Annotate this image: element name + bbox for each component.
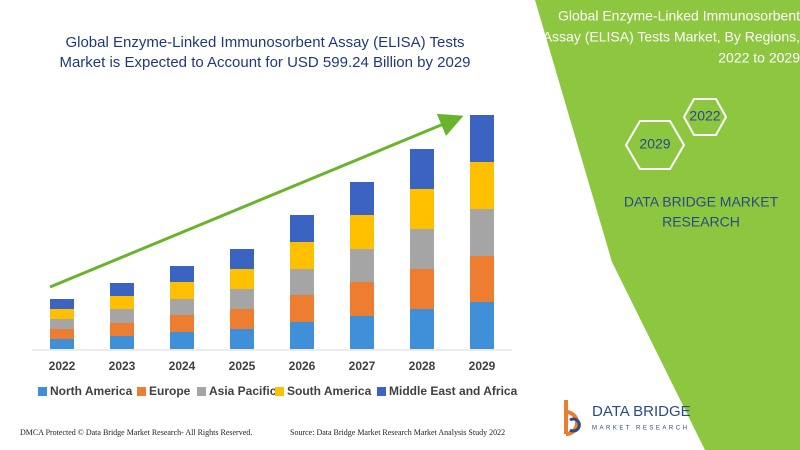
bar-segment [110, 296, 134, 309]
bar-segment [110, 283, 134, 296]
bar-segment [230, 249, 254, 269]
bar-segment [470, 209, 494, 256]
hexagon-label: 2029 [639, 136, 670, 152]
chart-title: Global Enzyme-Linked Immunosorbent Assay… [65, 34, 464, 51]
x-tick-label: 2027 [349, 359, 376, 373]
bar-segment [470, 162, 494, 209]
bar-segment [50, 329, 74, 339]
bar-segment [230, 269, 254, 289]
bar-segment [410, 309, 434, 349]
x-tick-label: 2024 [169, 359, 196, 373]
hexagon [624, 120, 686, 170]
legend-label: Asia Pacific [209, 384, 277, 398]
bar-segment [410, 149, 434, 189]
bar-segment [290, 242, 314, 269]
bar-segment [290, 215, 314, 242]
logo: DATA BRIDGE MARKET RESEARCH [564, 400, 691, 436]
bar-segment [50, 339, 74, 349]
bar-segment [410, 269, 434, 309]
bar-segment [50, 319, 74, 329]
side-title: 2022 to 2029 [718, 50, 800, 66]
hexagon-label: 2022 [689, 108, 720, 124]
logo-tagline: MARKET RESEARCH [592, 426, 689, 432]
bar-segment [290, 295, 314, 322]
footer-left: DMCA Protected © Data Bridge Market Rese… [20, 428, 252, 437]
bar-segment [170, 266, 194, 282]
chart-title: Market is Expected to Account for USD 59… [59, 54, 470, 71]
x-tick-label: 2026 [289, 359, 316, 373]
bar-segment [110, 309, 134, 323]
bar-segment [410, 229, 434, 269]
bar-segment [410, 189, 434, 229]
legend-swatch [38, 387, 47, 396]
bar-segment [110, 336, 134, 349]
legend-label: Middle East and Africa [389, 384, 518, 398]
bar-segment [470, 256, 494, 302]
bar-segment [350, 316, 374, 349]
trend-arrow [49, 113, 464, 289]
bar-segment [170, 332, 194, 349]
bar-segment [470, 302, 494, 349]
brand-text: DATA BRIDGE MARKET [624, 194, 779, 210]
bar-segment [350, 282, 374, 316]
bar-segment [230, 289, 254, 309]
bar-segment [290, 322, 314, 349]
bar-segment [350, 182, 374, 215]
legend-label: Europe [149, 384, 191, 398]
x-tick-label: 2022 [49, 359, 76, 373]
bar-segment [110, 323, 134, 336]
bar-segment [230, 309, 254, 329]
bar-segment [50, 309, 74, 319]
bar-segment [290, 269, 314, 295]
bar-segment [470, 115, 494, 162]
bar-segment [170, 282, 194, 299]
bar-segment [350, 215, 374, 249]
legend-label: South America [287, 384, 372, 398]
logo-name: DATA BRIDGE [592, 403, 691, 420]
bar-segment [170, 299, 194, 315]
x-tick-label: 2023 [109, 359, 136, 373]
legend-swatch [137, 387, 146, 396]
x-tick-label: 2029 [469, 359, 496, 373]
side-title: Global Enzyme-Linked Immunosorbent [558, 8, 800, 24]
x-tick-label: 2025 [229, 359, 256, 373]
hexagon [682, 98, 728, 136]
footer-right: Source: Data Bridge Market Research Mark… [290, 428, 505, 437]
bar-segment [170, 315, 194, 332]
x-tick-label: 2028 [409, 359, 436, 373]
legend-swatch [377, 387, 386, 396]
legend-swatch [275, 387, 284, 396]
brand-text: RESEARCH [662, 214, 740, 230]
side-title: Assay (ELISA) Tests Market, By Regions, [543, 29, 800, 45]
side-panel-bg [535, 0, 800, 450]
bar-segment [350, 249, 374, 282]
bar-segment [230, 329, 254, 349]
legend-swatch [197, 387, 206, 396]
bar-segment [50, 299, 74, 309]
legend-label: North America [50, 384, 133, 398]
